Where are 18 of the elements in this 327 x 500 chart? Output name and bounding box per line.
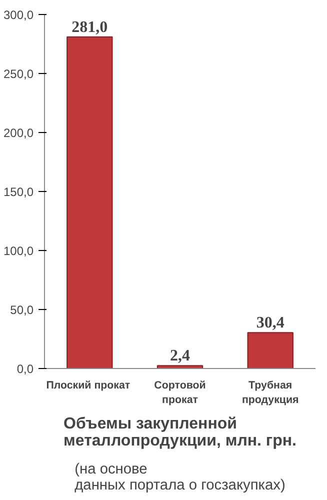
x-tick-label: Трубная продукция — [242, 380, 299, 406]
y-tick-label: 200,0 — [3, 126, 34, 140]
y-tick-label: 50,0 — [10, 303, 34, 317]
data-label: 281,0 — [72, 18, 108, 36]
y-tick-label: 150,0 — [3, 185, 34, 199]
y-tick-label: 300,0 — [3, 8, 34, 22]
y-tick-label: 250,0 — [3, 67, 34, 81]
y-tick-label: 0,0 — [16, 362, 34, 376]
data-label: 2,4 — [170, 348, 190, 365]
y-tick-label: 100,0 — [3, 244, 34, 258]
x-tick-label: Сортовой прокат — [154, 380, 206, 406]
bar — [156, 365, 204, 368]
bar — [66, 36, 113, 368]
bar — [247, 332, 294, 368]
x-tick-label: Плоский прокат — [46, 380, 130, 392]
data-label: 30,4 — [256, 314, 284, 332]
text: Объемы закупленной металлопродукции, млн. грн. — [64, 416, 296, 450]
text: (на основе данных портала о госзакупках) — [74, 462, 286, 494]
